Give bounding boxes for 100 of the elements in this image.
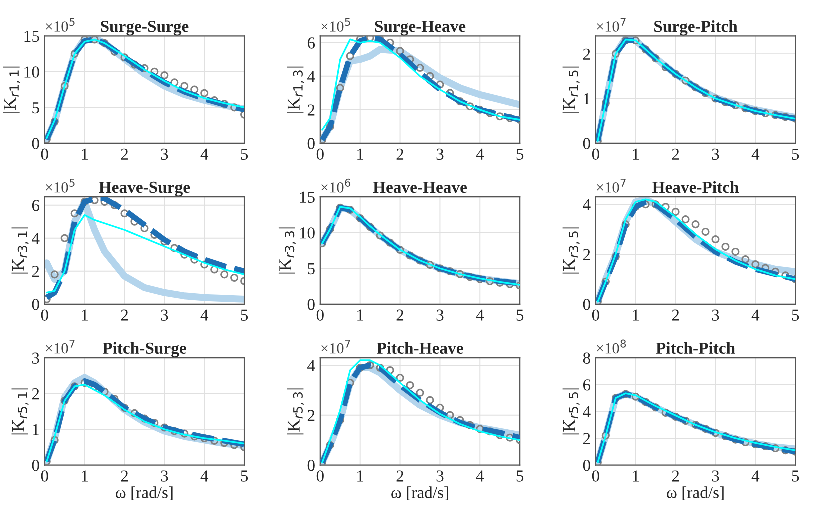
x-tick-label: 0 — [592, 310, 600, 321]
x-tick-label: 2 — [121, 148, 128, 160]
x-tick-label: 4 — [752, 470, 760, 482]
y-axis-title: |K$_{r1,3}$| — [287, 66, 304, 113]
x-tick-label: 3 — [161, 470, 168, 482]
x-tick-label: 1 — [633, 470, 640, 482]
x-tick-label: 5 — [241, 148, 248, 160]
x-tick-label: 5 — [516, 470, 524, 482]
x-tick-label: 3 — [161, 310, 168, 321]
y-tick-label: 2 — [308, 410, 315, 422]
x-tick-label: 2 — [396, 470, 404, 482]
x-tick-label: 3 — [712, 310, 720, 321]
x-tick-label: 3 — [436, 470, 444, 482]
x-tick-label: 5 — [792, 148, 800, 160]
y-tick-label: 6 — [583, 380, 591, 391]
x-tick-label: 5 — [792, 310, 800, 321]
y-axis-title: |K$_{r3,5}$| — [562, 228, 580, 274]
x-tick-label: 4 — [200, 310, 209, 321]
text: ×10$^{5}$ — [46, 179, 75, 193]
x-tick-label: 1 — [82, 470, 88, 482]
x-axis-title: ω [rad/s] — [116, 486, 173, 500]
text: ×10$^{5}$ — [46, 18, 75, 32]
x-tick-label: 1 — [358, 310, 364, 321]
y-tick-label: 10 — [24, 66, 40, 78]
y-tick-label: 2 — [308, 104, 315, 116]
x-tick-label: 3 — [712, 148, 720, 160]
chart-title: Heave-Pitch — [652, 181, 740, 194]
y-tick-label: 10 — [300, 228, 315, 239]
text: ×10$^{7}$ — [322, 340, 350, 354]
y-tick-label: 2 — [32, 266, 40, 278]
y-tick-label: 15 — [300, 192, 315, 204]
x-tick-label: 0 — [316, 470, 324, 482]
y-tick-label: 5 — [32, 102, 40, 114]
text: ×10$^{7}$ — [597, 179, 626, 193]
x-tick-label: 0 — [316, 148, 324, 160]
y-axis-title: |K$_{r1,1}$| — [3, 66, 20, 113]
y-tick-label: 0 — [583, 138, 590, 150]
y-tick-label: 8 — [583, 352, 590, 364]
x-tick-label: 1 — [633, 148, 640, 160]
y-tick-label: 0 — [308, 460, 315, 472]
x-tick-label: 1 — [633, 310, 640, 321]
y-tick-label: 2 — [583, 48, 590, 60]
x-tick-label: 5 — [241, 470, 248, 482]
y-tick-label: 4 — [308, 71, 316, 82]
y-tick-label: 0 — [32, 299, 40, 310]
y-tick-label: 0 — [32, 138, 40, 150]
x-tick-label: 3 — [161, 148, 168, 160]
y-tick-label: 15 — [24, 30, 40, 42]
x-tick-label: 0 — [592, 470, 600, 482]
y-tick-label: 1 — [33, 424, 40, 436]
chart-title: Pitch-Surge — [102, 342, 186, 358]
x-tick-label: 5 — [516, 148, 524, 160]
y-axis-title: |K$_{r5,5}$| — [562, 388, 580, 435]
x-axis-title: ω [rad/s] — [667, 486, 724, 500]
y-axis-title: |K$_{r5,3}$| — [287, 388, 304, 435]
text: ×10$^{8}$ — [597, 340, 626, 354]
x-tick-label: 5 — [792, 470, 800, 482]
text: ×10$^{6}$ — [322, 178, 351, 193]
y-tick-label: 4 — [32, 233, 40, 244]
y-tick-label: 0 — [308, 299, 315, 310]
y-tick-label: 4 — [308, 360, 316, 372]
chart-title: Surge-Heave — [375, 20, 466, 36]
x-tick-label: 4 — [200, 148, 209, 160]
x-tick-label: 1 — [358, 470, 364, 482]
text: ×10$^{7}$ — [597, 18, 626, 32]
y-tick-label: 1 — [584, 94, 590, 105]
chart-title: Surge-Surge — [101, 20, 189, 36]
chart-title: Heave-Surge — [99, 182, 190, 197]
x-tick-label: 2 — [672, 470, 680, 482]
chart-title: Surge-Pitch — [654, 20, 738, 36]
x-tick-label: 3 — [712, 470, 720, 482]
x-tick-label: 3 — [436, 148, 444, 160]
y-tick-label: 0 — [583, 460, 590, 472]
x-tick-label: 1 — [82, 310, 88, 321]
x-tick-label: 3 — [436, 310, 444, 321]
x-tick-label: 2 — [672, 310, 680, 321]
x-tick-label: 2 — [121, 310, 128, 321]
x-tick-label: 0 — [316, 310, 324, 321]
y-tick-label: 0 — [308, 138, 315, 150]
x-tick-label: 5 — [516, 310, 524, 321]
x-tick-label: 2 — [121, 470, 128, 482]
x-tick-label: 4 — [476, 310, 484, 321]
chart-title: Pitch-Heave — [377, 342, 464, 354]
y-tick-label: 0 — [583, 299, 590, 310]
y-tick-label: 6 — [32, 200, 40, 212]
x-axis-title: ω [rad/s] — [392, 486, 448, 500]
y-tick-label: 0 — [32, 460, 40, 472]
chart-title: Heave-Heave — [373, 182, 468, 194]
x-tick-label: 0 — [592, 148, 600, 160]
text: ×10$^{7}$ — [46, 340, 75, 354]
x-tick-label: 4 — [752, 310, 760, 321]
y-axis-title: |K$_{r3,3}$| — [278, 228, 296, 274]
x-tick-label: 0 — [41, 148, 48, 160]
y-tick-label: 3 — [32, 352, 40, 364]
y-axis-title: |K$_{r3,1}$| — [12, 228, 29, 274]
x-tick-label: 4 — [476, 470, 484, 482]
x-tick-label: 1 — [358, 148, 364, 160]
y-axis-title: |K$_{r1,5}$| — [562, 66, 580, 113]
chart-title: Pitch-Pitch — [656, 342, 736, 354]
y-axis-title: |K$_{r5,1}$| — [12, 388, 29, 435]
